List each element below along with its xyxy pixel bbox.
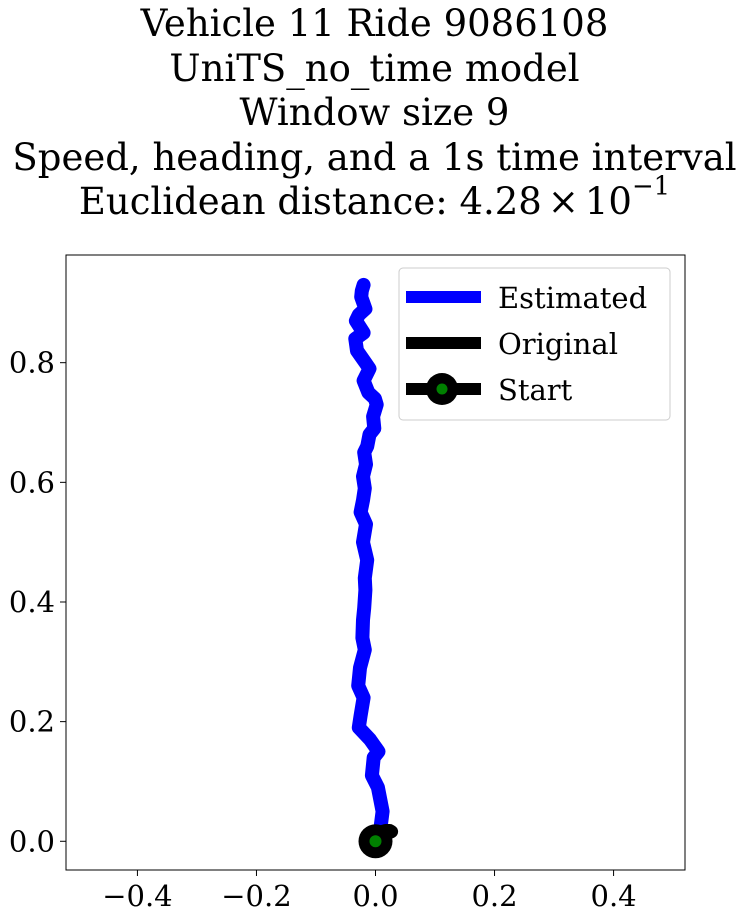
x-tick-label: −0.2 bbox=[221, 879, 291, 913]
title-line-3: Window size 9 bbox=[239, 91, 510, 134]
legend-box bbox=[398, 267, 671, 421]
y-tick-label: 0.4 bbox=[9, 585, 55, 619]
distance-base: 10 bbox=[584, 180, 632, 223]
legend-start-marker-center bbox=[436, 383, 448, 395]
distance-times: × bbox=[547, 180, 579, 223]
distance-mantissa: 4.28 bbox=[459, 180, 542, 223]
legend: Estimated Original Start bbox=[398, 267, 671, 421]
legend-original-label: Original bbox=[498, 327, 618, 361]
y-tick-label: 0.6 bbox=[9, 465, 55, 499]
title-line-4: Speed, heading, and a 1s time interval bbox=[12, 135, 737, 179]
plot-area bbox=[348, 277, 399, 859]
y-tick-label: 0.8 bbox=[9, 346, 55, 380]
x-tick-label: 0.4 bbox=[591, 879, 637, 913]
x-tick-label: 0.0 bbox=[352, 879, 398, 913]
series-line-estimated bbox=[348, 277, 390, 849]
start-marker-center bbox=[369, 835, 382, 848]
legend-start-label: Start bbox=[498, 373, 573, 407]
title-line-1: Vehicle 11 Ride 9086108 bbox=[140, 2, 609, 45]
y-tick-label: 0.2 bbox=[9, 705, 55, 739]
legend-estimated-label: Estimated bbox=[498, 281, 647, 315]
x-tick-label: −0.4 bbox=[102, 879, 172, 913]
title-line-2: UniTS_no_time model bbox=[169, 46, 580, 90]
distance-prefix: Euclidean distance: bbox=[78, 180, 460, 223]
chart-title: Vehicle 11 Ride 9086108 UniTS_no_time mo… bbox=[0, 2, 749, 225]
y-tick-label: 0.0 bbox=[9, 824, 55, 858]
distance-exponent: −1 bbox=[631, 171, 671, 202]
axis-ticks: −0.4 −0.2 0.0 0.2 0.4 0.0 0.2 0.4 0.6 0.8 bbox=[9, 346, 637, 913]
title-line-distance: Euclidean distance: 4.28 × 10−1 bbox=[0, 174, 749, 225]
x-tick-label: 0.2 bbox=[471, 879, 517, 913]
